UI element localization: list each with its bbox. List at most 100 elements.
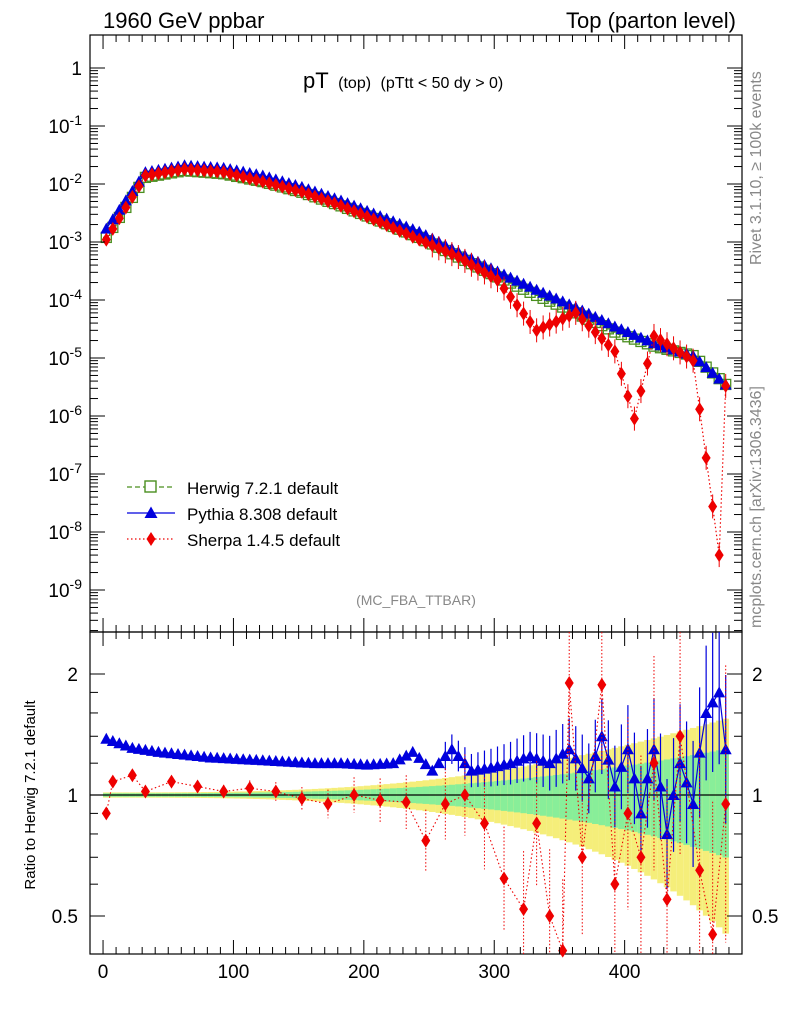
sherpa-marker	[395, 223, 405, 238]
sherpa-marker	[538, 320, 548, 335]
ratio-sherpa-marker	[460, 788, 470, 802]
sherpa-marker	[564, 308, 574, 323]
sherpa-marker	[629, 411, 639, 426]
sherpa-marker	[290, 183, 300, 198]
sherpa-marker	[238, 169, 248, 184]
legend-sherpa-marker	[146, 532, 156, 546]
ratio-pythia-marker	[432, 757, 445, 769]
ratio-sherpa-marker	[695, 863, 705, 878]
ratio-pythia-marker	[439, 750, 452, 762]
ratio-band-inner	[539, 776, 547, 816]
ratio-pythia-marker	[687, 797, 700, 809]
ratio-pythia-marker	[445, 743, 458, 755]
sherpa-marker	[232, 168, 242, 183]
sherpa-marker	[714, 548, 724, 563]
ratio-sherpa-marker	[636, 850, 646, 865]
x-tick-label: 400	[609, 962, 641, 983]
sherpa-marker	[101, 232, 111, 247]
sherpa-marker	[225, 166, 235, 181]
pythia-marker	[582, 307, 595, 319]
ratio-pythia-marker	[406, 745, 419, 757]
legend-pythia: Pythia 8.308 default	[127, 505, 338, 524]
ratio-pythia-marker	[413, 751, 426, 763]
sherpa-marker	[532, 323, 542, 338]
sherpa-marker	[545, 317, 555, 332]
sherpa-marker	[310, 189, 320, 204]
ratio-sherpa-marker	[721, 796, 731, 811]
ratio-sherpa-marker	[708, 927, 718, 942]
legend-pythia-label: Pythia 8.308 default	[187, 505, 338, 524]
pythia-marker	[641, 334, 654, 346]
ratio-band-inner	[598, 769, 606, 826]
ratio-band-inner	[546, 775, 553, 817]
ratio-sherpa-marker	[519, 902, 529, 917]
sherpa-marker	[147, 167, 157, 182]
sherpa-marker	[303, 187, 313, 202]
legend-herwig: Herwig 7.2.1 default	[127, 479, 338, 498]
ratio-pythia-marker	[100, 732, 113, 744]
sherpa-marker	[375, 215, 385, 230]
pythia-marker	[504, 271, 517, 283]
main-y-tick-label: 10-8	[48, 518, 82, 544]
sherpa-marker	[401, 226, 411, 241]
ratio-sherpa-marker	[558, 943, 568, 958]
pythia-marker	[550, 292, 563, 304]
ratio-band-inner	[507, 779, 514, 812]
ratio-pythia-marker	[667, 789, 680, 800]
sherpa-marker	[173, 163, 183, 178]
pythia-line	[105, 164, 727, 385]
ratio-sherpa-marker	[193, 779, 203, 794]
ratio-pythia-marker	[706, 696, 719, 708]
sherpa-marker	[525, 314, 535, 329]
ratio-y-tick-label-left: 1	[67, 786, 78, 807]
main-y-tick-label: 10-4	[48, 286, 82, 312]
ratio-y-tick-label-right: 1	[752, 786, 763, 807]
ratio-sherpa-marker	[623, 806, 633, 821]
pythia-marker	[706, 366, 719, 378]
ratio-pythia-marker	[602, 753, 615, 765]
ratio-sherpa-marker	[499, 871, 509, 886]
sherpa-marker	[427, 238, 437, 253]
sherpa-marker	[212, 164, 222, 179]
sherpa-marker	[623, 389, 633, 404]
ratio-sherpa-marker	[662, 892, 672, 907]
sherpa-marker	[499, 281, 509, 296]
ratio-pythia-marker	[569, 752, 582, 764]
ratio-y-tick-label-left: 2	[67, 665, 78, 686]
ratio-pythia-marker	[589, 750, 602, 762]
ratio-band-inner	[565, 773, 573, 820]
pythia-marker	[119, 194, 132, 206]
ratio-pythia-marker	[119, 739, 132, 751]
sherpa-marker	[558, 311, 568, 326]
ratio-pythia-marker	[556, 747, 569, 759]
ratio-sherpa-marker	[421, 833, 431, 848]
pythia-marker	[106, 213, 119, 225]
ratio-pythia-marker	[615, 760, 628, 772]
sherpa-marker	[121, 200, 131, 215]
ratio-pythia-marker	[387, 757, 400, 769]
header-left: 1960 GeV ppbar	[103, 8, 264, 33]
sherpa-marker	[662, 337, 672, 352]
pythia-marker	[595, 314, 608, 326]
header-right: Top (parton level)	[566, 8, 736, 33]
pythia-marker	[524, 280, 537, 292]
sherpa-marker	[369, 212, 379, 227]
ratio-ylabel: Ratio to Herwig 7.2.1 default	[22, 700, 39, 890]
ratio-pythia-marker	[550, 752, 563, 764]
ratio-sherpa-marker	[649, 756, 659, 771]
pythia-marker	[608, 320, 621, 332]
sherpa-marker	[519, 306, 529, 321]
sherpa-marker	[264, 176, 274, 191]
ratio-pythia-marker	[713, 686, 726, 698]
pythia-marker	[498, 268, 511, 280]
ratio-pythia-marker	[400, 749, 413, 761]
sherpa-marker	[610, 344, 620, 359]
ratio-sherpa-marker	[245, 781, 255, 796]
sherpa-marker	[688, 353, 698, 368]
ratio-pythia-marker	[524, 750, 537, 762]
main-y-tick-label: 10-5	[48, 344, 82, 370]
sherpa-marker	[695, 402, 705, 417]
pythia-marker	[713, 372, 726, 384]
title-sub1: (top)	[338, 75, 371, 92]
